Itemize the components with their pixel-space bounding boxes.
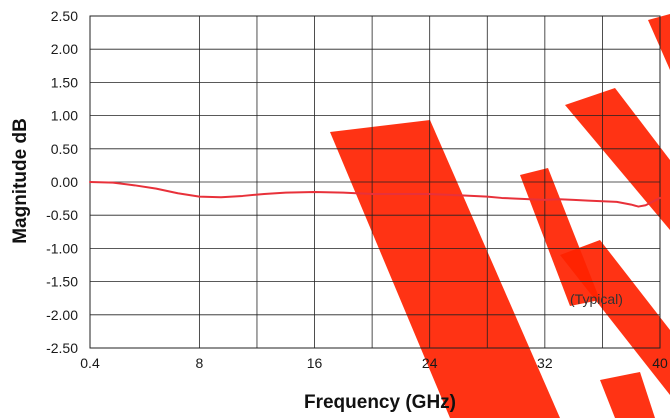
y-tick-label: -1.00 — [46, 240, 78, 256]
y-tick-label: 1.00 — [51, 108, 78, 124]
x-axis-label: Frequency (GHz) — [304, 392, 456, 413]
series-line-0 — [89, 181, 661, 208]
y-tick-labels: 2.50 2.00 1.50 1.00 0.50 0.00 -0.50 -1.00 -1.50 -… — [46, 8, 78, 356]
watermark-ribbon-1 — [565, 88, 670, 230]
watermark-ribbon-3 — [520, 168, 600, 306]
y-tick-label: -0.50 — [46, 207, 78, 223]
x-tick-labels: 0.4 8 16 24 32 40 — [80, 355, 668, 371]
y-axis-label: Magnitude dB — [10, 118, 31, 244]
grid — [90, 16, 660, 348]
x-tick-label: 24 — [422, 355, 438, 371]
x-tick-label: 16 — [307, 355, 323, 371]
x-tick-label: 32 — [537, 355, 553, 371]
y-tick-label: -2.00 — [46, 307, 78, 323]
y-tick-label: -1.50 — [46, 274, 78, 290]
y-tick-label: 2.00 — [51, 41, 78, 57]
typical-annotation: (Typical) — [570, 291, 623, 307]
y-tick-label: 0.50 — [51, 141, 78, 157]
y-tick-label: 1.50 — [51, 74, 78, 90]
watermark-ribbon-5 — [648, 14, 670, 70]
x-tick-label: 8 — [195, 355, 203, 371]
watermark-ribbon-0 — [330, 120, 560, 418]
watermark-logo — [330, 14, 670, 418]
y-tick-label: -2.50 — [46, 340, 78, 356]
y-tick-label: 2.50 — [51, 8, 78, 24]
series-layer — [89, 181, 661, 208]
watermark-ribbon-4 — [600, 372, 655, 418]
x-tick-label: 40 — [652, 355, 668, 371]
y-tick-label: 0.00 — [51, 174, 78, 190]
x-tick-label: 0.4 — [80, 355, 100, 371]
